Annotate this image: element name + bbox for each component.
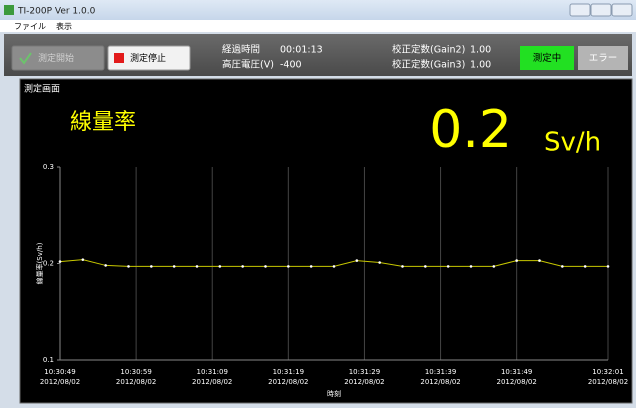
stop-button[interactable]: [107, 45, 191, 71]
gain2-label: 校正定数(Gain2): [392, 44, 465, 56]
readout-unit: Sv/h: [544, 128, 601, 158]
measurement-panel: [19, 78, 633, 404]
gain3-label: 校正定数(Gain3): [392, 59, 465, 71]
data-point: [378, 261, 381, 264]
gain3-value: 1.00: [470, 60, 491, 71]
x-tick-label: 10:30:49: [44, 368, 75, 376]
status-measuring: [520, 46, 574, 70]
x-tick-label: 10:31:49: [501, 368, 532, 376]
x-tick-date: 2012/08/02: [192, 378, 232, 386]
data-point: [515, 259, 518, 262]
start-button-label: 測定開始: [38, 52, 74, 64]
maximize-button[interactable]: [590, 3, 612, 17]
readout-value: 0.2: [429, 100, 512, 160]
data-point: [127, 265, 130, 268]
minimize-button[interactable]: [569, 3, 591, 17]
x-tick-date: 2012/08/02: [496, 378, 536, 386]
check-icon: [19, 52, 32, 65]
y-axis-label: 線量率(Sv/h): [35, 242, 44, 284]
chart: 10:30:49 2012/08/02 10:30:59 2012/08/02 10:3…: [35, 163, 628, 398]
data-point: [218, 265, 222, 268]
x-tick-date: 2012/08/02: [40, 378, 80, 386]
voltage-label: 高圧電圧(V): [222, 59, 274, 71]
status-measuring-label: 測定中: [533, 52, 562, 64]
x-axis-label: 時刻: [327, 389, 341, 398]
panel-title: 測定画面: [24, 83, 60, 95]
data-point: [287, 265, 290, 268]
data-point: [446, 265, 450, 268]
data-point: [81, 258, 85, 261]
stop-icon: [114, 53, 124, 63]
data-point: [195, 265, 199, 268]
x-tick-label: 10:31:09: [196, 368, 227, 376]
x-tick-date: 2012/08/02: [344, 378, 384, 386]
x-tick-label: 10:31:39: [425, 368, 456, 376]
data-point: [606, 265, 610, 268]
data-point: [309, 265, 313, 268]
data-point: [241, 265, 244, 268]
data-point: [332, 265, 336, 268]
gain2-value: 1.00: [470, 45, 491, 56]
data-point: [172, 265, 176, 268]
x-tick-date: 2012/08/02: [116, 378, 156, 386]
status-error: [578, 46, 628, 70]
data-point: [424, 265, 427, 268]
y-tick-label: 0.1: [43, 356, 54, 364]
data-point: [538, 259, 541, 262]
data-point: [492, 265, 496, 268]
title-bar: [0, 0, 636, 20]
stop-button-label: 測定停止: [130, 52, 166, 64]
data-point: [355, 259, 359, 262]
window-title: TI-200P Ver 1.0.0: [17, 7, 96, 17]
data-point: [104, 264, 107, 267]
x-tick-date: 2012/08/02: [588, 378, 628, 386]
x-tick-label: 10:31:29: [349, 368, 380, 376]
data-point: [264, 265, 267, 268]
readout-label: 線量率: [70, 110, 136, 135]
y-tick-label: 0.3: [43, 163, 54, 171]
x-tick-label: 10:32:01: [592, 368, 623, 376]
data-point: [150, 265, 153, 268]
voltage-value: -400: [280, 60, 302, 71]
x-tick-date: 2012/08/02: [268, 378, 308, 386]
status-error-label: エラー: [589, 53, 618, 64]
close-button[interactable]: [611, 3, 633, 17]
x-tick-label: 10:31:19: [273, 368, 304, 376]
menu-bar: [0, 20, 636, 32]
start-button[interactable]: [11, 45, 105, 71]
menu-item[interactable]: ファイル: [14, 22, 46, 31]
elapsed-value: 00:01:13: [280, 45, 323, 56]
data-point: [583, 265, 587, 268]
app-icon: [4, 5, 14, 15]
menu-item[interactable]: 表示: [56, 21, 72, 31]
data-point: [469, 265, 473, 268]
x-tick-label: 10:30:59: [120, 368, 151, 376]
data-point: [58, 260, 62, 263]
x-tick-date: 2012/08/02: [420, 378, 460, 386]
y-tick-label: 0.2: [43, 260, 54, 268]
elapsed-label: 経過時間: [222, 44, 260, 56]
data-point: [401, 265, 404, 268]
data-point: [561, 265, 564, 268]
